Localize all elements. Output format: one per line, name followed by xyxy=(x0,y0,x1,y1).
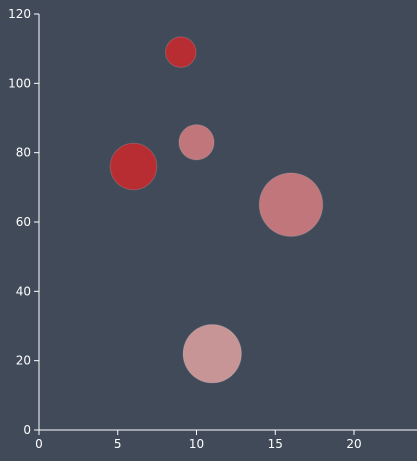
bubble-point xyxy=(182,324,242,384)
bubble-point xyxy=(258,172,324,237)
bubble-layer xyxy=(109,36,324,384)
x-tick-label: 5 xyxy=(114,437,122,451)
axes: 0 5 10 15 20 0 20 40 60 80 100 120 xyxy=(8,7,417,451)
y-tick-label: 0 xyxy=(23,423,31,437)
y-tick-label: 60 xyxy=(16,215,31,229)
x-tick-label: 15 xyxy=(268,437,283,451)
y-tick-label: 20 xyxy=(16,354,31,368)
x-tick-label: 20 xyxy=(346,437,361,451)
y-tick-label: 100 xyxy=(8,76,31,90)
bubble-point xyxy=(165,36,197,68)
y-tick-label: 80 xyxy=(16,146,31,160)
bubble-point xyxy=(178,124,215,161)
x-tick-label: 10 xyxy=(189,437,204,451)
y-tick-label: 40 xyxy=(16,284,31,298)
x-tick-label: 0 xyxy=(35,437,43,451)
bubble-point xyxy=(109,142,158,191)
y-tick-label: 120 xyxy=(8,7,31,21)
